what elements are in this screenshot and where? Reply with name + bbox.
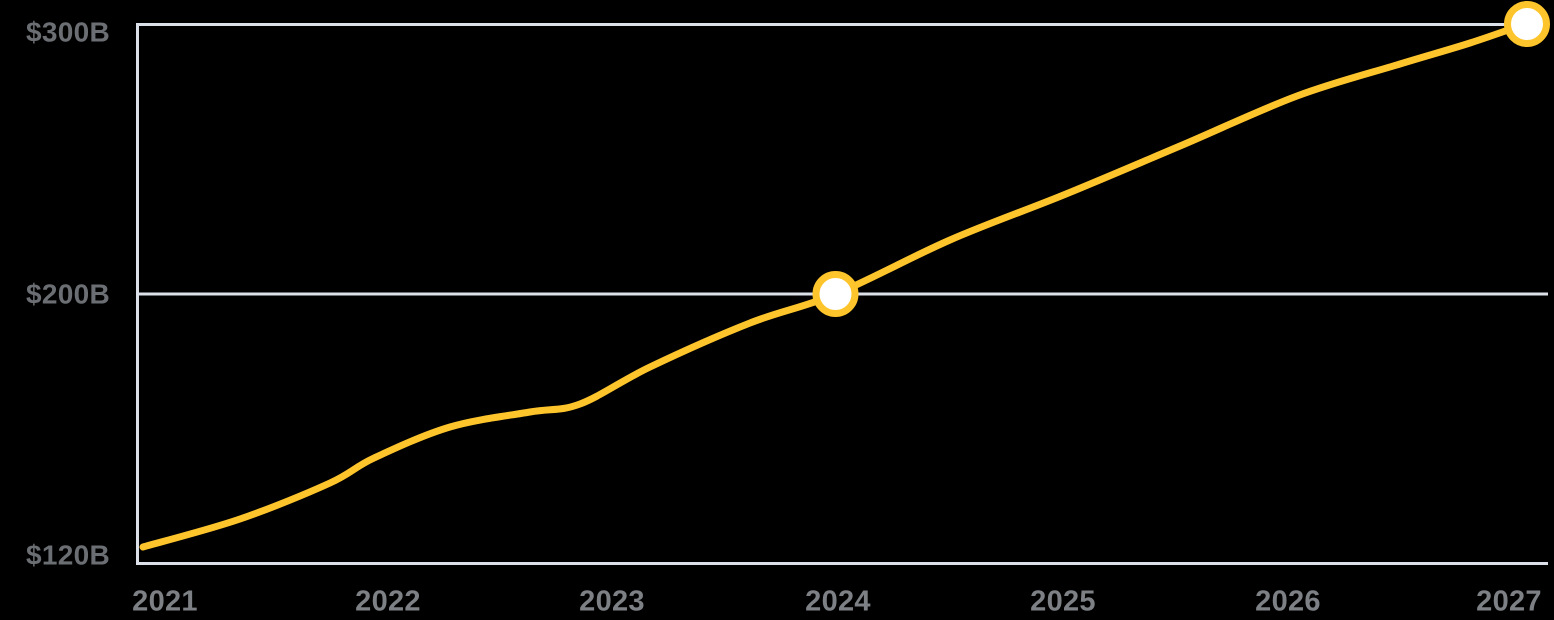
highlight-marker-2027 bbox=[1504, 1, 1550, 47]
x-tick-label-2022: 2022 bbox=[355, 585, 421, 618]
y-tick-label-200b: $200B bbox=[25, 278, 110, 310]
y-tick-label-120b: $120B bbox=[25, 539, 110, 571]
x-tick-label-2023: 2023 bbox=[579, 585, 645, 618]
x-tick-label-2025: 2025 bbox=[1030, 585, 1096, 618]
x-tick-label-2024: 2024 bbox=[805, 585, 871, 618]
x-tick-label-2026: 2026 bbox=[1255, 585, 1321, 618]
trend-line bbox=[139, 19, 1532, 551]
x-tick-label-2027: 2027 bbox=[1476, 585, 1542, 618]
x-tick-label-2021: 2021 bbox=[132, 585, 198, 618]
y-tick-label-300b: $300B bbox=[25, 16, 110, 48]
highlight-marker-2024 bbox=[812, 271, 859, 317]
